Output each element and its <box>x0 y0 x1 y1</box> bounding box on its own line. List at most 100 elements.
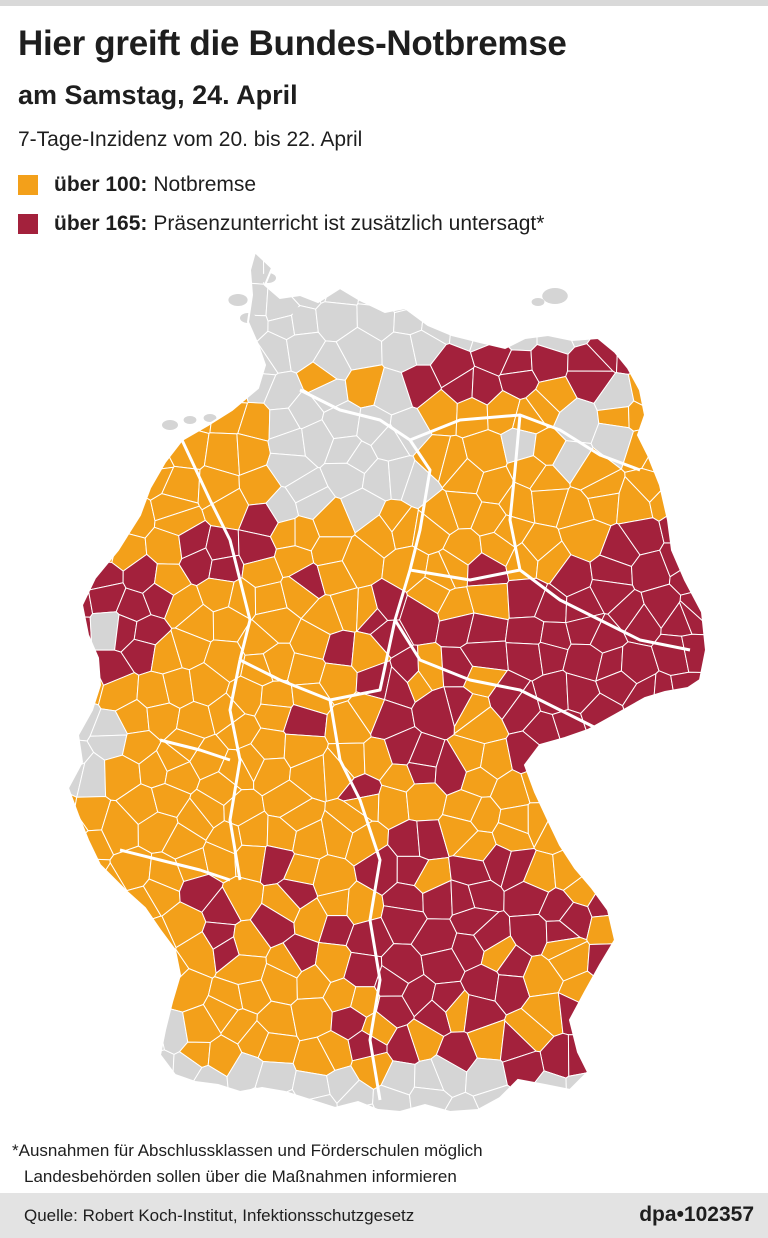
district-region <box>68 252 70 267</box>
district-region <box>148 1114 185 1140</box>
district-region <box>292 1124 356 1141</box>
district-region <box>712 337 768 375</box>
district-region <box>191 1102 231 1112</box>
germany-district-map <box>0 240 768 1141</box>
district-region <box>0 594 57 645</box>
footer-bar <box>0 1193 768 1238</box>
district-region <box>0 469 63 526</box>
district-region <box>89 611 120 651</box>
district-region <box>68 1000 74 1035</box>
district-region <box>585 753 624 792</box>
district-region <box>721 1032 768 1082</box>
district-region <box>163 269 205 304</box>
district-region <box>496 252 535 263</box>
district-region <box>255 252 295 260</box>
district-region <box>505 287 549 332</box>
district-region <box>434 252 474 267</box>
district-region <box>140 349 184 377</box>
district-region <box>83 1018 114 1064</box>
district-region <box>0 524 66 558</box>
district-region <box>68 944 82 976</box>
district-region <box>251 1132 315 1140</box>
district-region <box>200 240 306 249</box>
district-region <box>68 482 84 523</box>
district-region <box>591 1062 625 1096</box>
district-region <box>647 860 677 906</box>
district-region <box>615 326 650 375</box>
district-region <box>680 682 706 727</box>
district-region <box>680 277 706 316</box>
district-region <box>708 925 768 990</box>
district-region <box>140 322 194 355</box>
district-region <box>620 939 655 982</box>
district-region <box>211 257 252 290</box>
legend-swatch-orange <box>18 175 38 195</box>
page-subtitle: am Samstag, 24. April <box>18 80 298 110</box>
district-region <box>678 882 706 924</box>
district-region <box>628 259 663 293</box>
district-region <box>709 886 768 917</box>
district-region <box>71 912 109 961</box>
district-region <box>676 432 706 466</box>
district-region <box>625 711 665 750</box>
district-region <box>181 338 223 378</box>
district-region <box>646 1122 687 1140</box>
district-region <box>624 969 656 998</box>
district-region <box>0 895 52 976</box>
district-region <box>6 932 65 968</box>
district-region <box>586 914 626 946</box>
district-region <box>180 1084 231 1112</box>
district-region <box>550 765 587 803</box>
district-region <box>616 1064 656 1099</box>
district-region <box>110 1018 138 1062</box>
district-region <box>18 738 60 774</box>
district-region <box>560 795 597 842</box>
district-region <box>657 711 691 746</box>
district-region <box>612 879 656 910</box>
district-region <box>671 972 706 1019</box>
district-region <box>669 935 706 975</box>
agency-credit: dpa•102357 <box>639 1203 754 1226</box>
district-region <box>349 240 411 247</box>
district-region <box>397 275 441 308</box>
district-region <box>633 252 706 254</box>
district-region <box>674 392 706 440</box>
district-region <box>107 491 156 539</box>
district-region <box>656 1092 699 1112</box>
district-region <box>721 467 768 524</box>
district-region <box>0 678 57 715</box>
district-region <box>0 827 59 861</box>
district-region <box>592 273 627 317</box>
district-region <box>68 312 88 338</box>
district-region <box>616 762 658 793</box>
district-region <box>68 966 89 1008</box>
district-region <box>637 298 678 338</box>
district-region <box>68 516 100 560</box>
island <box>542 288 568 304</box>
district-region <box>116 427 164 462</box>
district-region <box>676 339 706 391</box>
district-region <box>79 482 120 525</box>
district-region <box>116 299 157 349</box>
district-region <box>601 252 635 279</box>
district-region <box>554 252 593 264</box>
district-region <box>68 680 85 722</box>
island <box>228 294 248 306</box>
district-region <box>345 1124 424 1140</box>
district-region <box>673 1100 706 1112</box>
legend-threshold: über 165: <box>54 212 148 235</box>
district-region <box>68 409 101 446</box>
district-region <box>68 252 95 260</box>
district-region <box>681 309 706 356</box>
district-region <box>652 944 697 989</box>
district-region <box>355 1114 397 1140</box>
district-region <box>686 995 706 1036</box>
district-region <box>709 608 768 655</box>
district-region <box>647 903 688 948</box>
district-region <box>136 286 178 324</box>
district-region <box>222 1122 279 1140</box>
district-region <box>82 315 123 350</box>
district-region <box>567 1126 601 1140</box>
district-region <box>390 277 423 314</box>
district-region <box>0 264 56 338</box>
